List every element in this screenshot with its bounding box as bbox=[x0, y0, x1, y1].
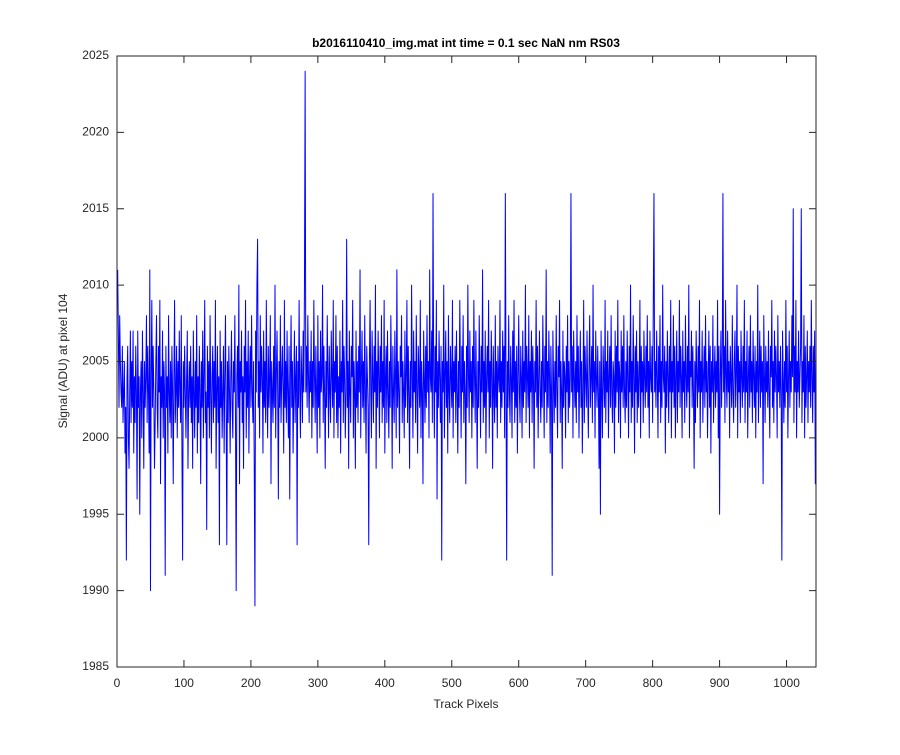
y-tick-label: 1985 bbox=[82, 659, 109, 673]
chart-title: b2016110410_img.mat int time = 0.1 sec N… bbox=[312, 36, 620, 50]
y-tick-label: 2025 bbox=[82, 48, 109, 62]
x-tick-label: 600 bbox=[509, 676, 529, 690]
y-tick-label: 1990 bbox=[82, 583, 109, 597]
x-tick-label: 200 bbox=[241, 676, 261, 690]
x-tick-label: 100 bbox=[174, 676, 194, 690]
y-axis-label: Signal (ADU) at pixel 104 bbox=[56, 293, 70, 428]
x-tick-label: 900 bbox=[710, 676, 730, 690]
x-tick-label: 1000 bbox=[773, 676, 800, 690]
x-tick-label: 500 bbox=[442, 676, 462, 690]
x-tick-label: 700 bbox=[576, 676, 596, 690]
x-tick-label: 800 bbox=[643, 676, 663, 690]
y-tick-label: 2005 bbox=[82, 354, 109, 368]
y-tick-label: 2020 bbox=[82, 125, 109, 139]
y-tick-label: 2000 bbox=[82, 430, 109, 444]
x-tick-label: 400 bbox=[375, 676, 395, 690]
x-tick-label: 300 bbox=[308, 676, 328, 690]
data-line bbox=[117, 70, 817, 607]
y-tick-label: 2010 bbox=[82, 277, 109, 291]
y-tick-label: 1995 bbox=[82, 506, 109, 520]
x-axis-label: Track Pixels bbox=[434, 697, 499, 711]
y-tick-label: 2015 bbox=[82, 201, 109, 215]
x-tick-label: 0 bbox=[114, 676, 121, 690]
